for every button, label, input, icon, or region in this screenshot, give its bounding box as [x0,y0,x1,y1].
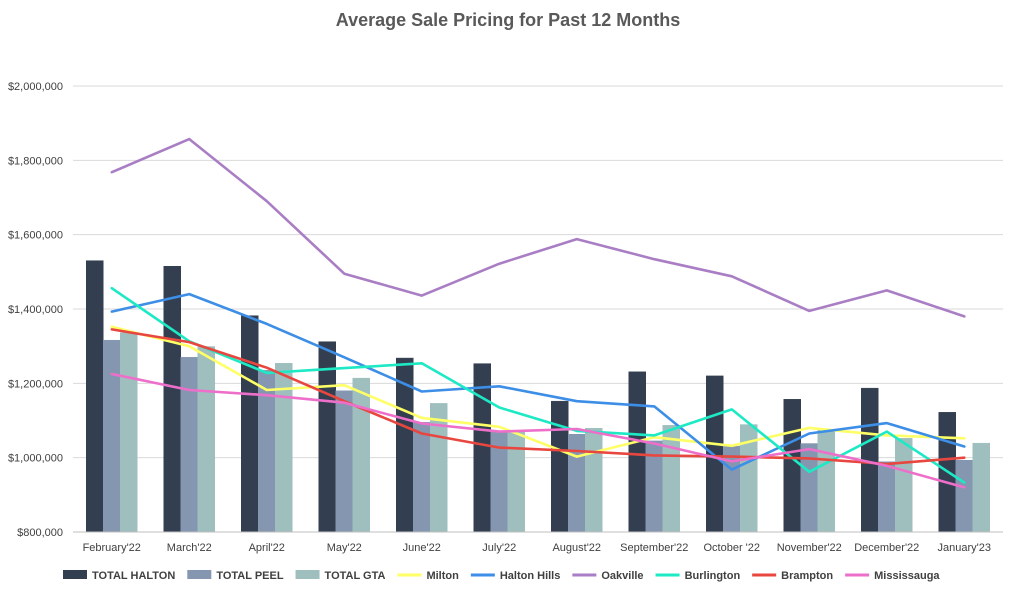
bar-total-gta [120,332,138,533]
bar-total-gta [972,442,990,533]
bar-total-halton [163,266,181,533]
legend-item-milton: Milton [397,570,459,582]
bar-total-gta [197,346,215,533]
x-tick-label: March'22 [167,542,212,554]
bar-total-halton [783,399,801,533]
legend-item-oakville: Oakville [572,570,644,582]
bar-total-halton [551,400,569,533]
legend-item-total-peel: TOTAL PEEL [187,570,284,582]
bar-total-peel [335,390,353,533]
bar-total-halton [86,260,104,533]
bar-total-gta [352,377,370,533]
bar-total-gta [585,428,603,533]
y-tick-label: $2,000,000 [8,81,63,93]
legend-label: Oakville [601,570,643,582]
x-tick-label: July'22 [482,542,516,554]
legend-label: Milton [426,570,459,582]
legend-label: Mississauga [874,570,940,582]
x-tick-label: April'22 [249,542,285,554]
x-tick-label: December'22 [854,542,919,554]
line-mississauga [110,372,966,489]
legend-item-total-halton: TOTAL HALTON [63,570,175,582]
legend-item-halton-hills: Halton Hills [470,570,561,582]
legend-label: TOTAL HALTON [92,570,175,582]
legend-label: TOTAL PEEL [216,570,284,582]
line-halton-hills [110,292,966,471]
legend-item-mississauga: Mississauga [845,570,940,582]
legend-label: TOTAL GTA [325,570,386,582]
legend-item-burlington: Burlington [655,570,741,582]
legend-swatch [63,570,87,579]
x-tick-label: August'22 [552,542,601,554]
bar-series [86,260,990,533]
legend-label: Brampton [781,570,833,582]
bar-total-peel [800,443,818,533]
legend-item-total-gta: TOTAL GTA [295,570,386,582]
x-tick-label: October '22 [703,542,760,554]
y-tick-label: $1,000,000 [8,453,63,465]
y-tick-label: $800,000 [17,527,63,539]
y-tick-label: $1,400,000 [8,304,63,316]
bar-total-peel [180,357,198,533]
legend-swatch [295,570,320,579]
bar-total-gta [817,429,835,533]
chart-title: Average Sale Pricing for Past 12 Months [336,10,680,30]
y-tick-label: $1,200,000 [8,378,63,390]
bar-total-peel [103,339,121,533]
legend-label: Burlington [685,570,741,582]
line-brampton [110,328,966,466]
bar-total-gta [895,438,913,533]
line-milton [110,325,966,458]
bar-total-peel [878,461,896,533]
x-tick-label: June'22 [403,542,441,554]
y-tick-label: $1,600,000 [8,230,63,242]
y-tick-label: $1,800,000 [8,155,63,167]
x-axis-tick-labels: February'22 March'22 April'22 May'22 June'22… [83,542,991,554]
line-oakville [110,137,966,318]
line-series [110,137,966,489]
bar-total-peel [568,434,586,533]
bar-total-gta [430,403,448,533]
bar-total-halton [706,375,724,533]
line-burlington [110,286,966,484]
x-tick-label: November'22 [777,542,842,554]
x-tick-label: September'22 [620,542,688,554]
y-axis-tick-labels: $800,000 $1,000,000 $1,200,000 $1,400,000 $1… [8,81,63,539]
bar-total-halton [628,371,646,533]
x-tick-label: May'22 [327,542,362,554]
bar-total-gta [662,425,680,533]
legend: TOTAL HALTON TOTAL PEEL TOTAL GTA Milton Hal… [63,570,940,582]
bar-total-peel [413,422,431,533]
legend-item-brampton: Brampton [752,570,833,582]
x-tick-label: February'22 [83,542,141,554]
x-tick-label: January'23 [938,542,991,554]
bar-total-gta [507,430,525,533]
bar-total-halton [241,315,259,533]
bar-total-peel [955,460,973,533]
legend-label: Halton Hills [500,570,561,582]
legend-swatch [187,570,212,579]
